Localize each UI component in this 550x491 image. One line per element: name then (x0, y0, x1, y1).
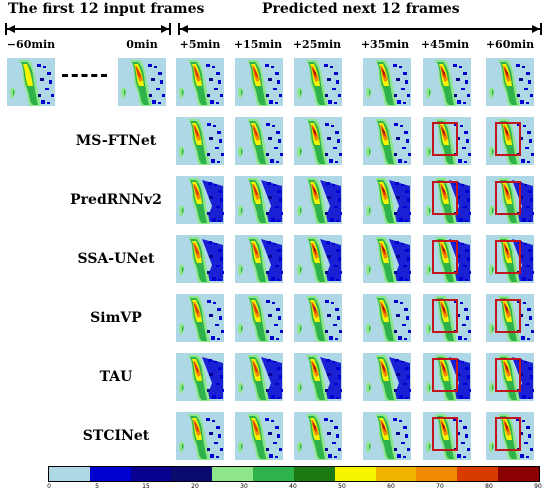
frame-ssa-unet-3 (363, 235, 411, 283)
frame-tau-5 (486, 353, 534, 401)
frame-tau-4 (423, 353, 471, 401)
colorbar-tick-label: 5 (95, 483, 99, 490)
colorbar-segment-10 (457, 467, 499, 481)
frame-ssa-unet-0 (176, 235, 224, 283)
colorbar-tick-label: 15 (142, 483, 150, 490)
frame-stcinet-3 (363, 412, 411, 460)
frame-ms-ftnet-5 (486, 117, 534, 165)
colorbar-segment-0 (49, 467, 90, 481)
colorbar-segment-7 (334, 467, 376, 481)
colorbar-tick-label: 0 (47, 483, 51, 490)
frame-ms-ftnet-0 (176, 117, 224, 165)
time-label-pred-5: +60min (485, 38, 535, 51)
model-label-ssa-unet: SSA-UNet (77, 251, 155, 267)
frame-simvp-3 (363, 294, 411, 342)
frame-stcinet-2 (294, 412, 342, 460)
frame-predrnnv2-1 (235, 176, 283, 224)
colorbar-segment-6 (293, 467, 335, 481)
model-label-stcinet: STCINet (82, 428, 150, 444)
frame-simvp-4 (423, 294, 471, 342)
frame-ms-ftnet-4 (423, 117, 471, 165)
frame-ms-ftnet-2 (294, 117, 342, 165)
time-label-pred-4: +45min (420, 38, 470, 51)
colorbar-tick-label: 70 (436, 483, 444, 490)
colorbar-segment-4 (212, 467, 254, 481)
ellipsis-dashes (62, 74, 107, 77)
colorbar-segment-11 (498, 467, 539, 481)
frame-tau-1 (235, 353, 283, 401)
frame-ssa-unet-1 (235, 235, 283, 283)
frame-predrnnv2-4 (423, 176, 471, 224)
frame-stcinet-1 (235, 412, 283, 460)
frame-simvp-1 (235, 294, 283, 342)
frame-simvp-5 (486, 294, 534, 342)
frame-predrnnv2-5 (486, 176, 534, 224)
input-frame-1 (118, 58, 166, 106)
colorbar-tick-label: 30 (240, 483, 248, 490)
colorbar-tick-label: 60 (387, 483, 395, 490)
frame-stcinet-4 (423, 412, 471, 460)
colorbar-tick-label: 80 (485, 483, 493, 490)
model-label-predrnnv2: PredRNNv2 (70, 192, 162, 208)
frame-ground-truth-0 (176, 58, 224, 106)
frame-ssa-unet-5 (486, 235, 534, 283)
model-label-ms-ftnet: MS-FTNet (75, 133, 157, 149)
colorbar-segment-9 (416, 467, 458, 481)
colorbar-segment-3 (171, 467, 213, 481)
frame-ssa-unet-2 (294, 235, 342, 283)
frame-tau-0 (176, 353, 224, 401)
colorbar-segment-2 (130, 467, 172, 481)
frame-tau-2 (294, 353, 342, 401)
model-label-simvp: SimVP (90, 310, 142, 326)
frame-stcinet-0 (176, 412, 224, 460)
frame-ground-truth-3 (363, 58, 411, 106)
frame-predrnnv2-2 (294, 176, 342, 224)
colorbar-tick-label: 40 (289, 483, 297, 490)
frame-tau-3 (363, 353, 411, 401)
frame-predrnnv2-3 (363, 176, 411, 224)
frame-ssa-unet-4 (423, 235, 471, 283)
frame-ground-truth-5 (486, 58, 534, 106)
time-label-pred-3: +35min (360, 38, 410, 51)
colorbar-segment-1 (89, 467, 131, 481)
colorbar-segment-5 (253, 467, 294, 481)
colorbar (48, 466, 540, 482)
predicted-frames-title: Predicted next 12 frames (262, 1, 460, 17)
colorbar-segment-8 (375, 467, 417, 481)
frame-ground-truth-4 (423, 58, 471, 106)
time-label-pred-2: +25min (292, 38, 342, 51)
frame-predrnnv2-0 (176, 176, 224, 224)
frame-ground-truth-2 (294, 58, 342, 106)
time-label-input-1: 0min (126, 38, 158, 51)
frame-simvp-2 (294, 294, 342, 342)
predicted-frames-bracket (178, 23, 542, 35)
time-label-input-0: −60min (6, 38, 56, 51)
frame-ms-ftnet-1 (235, 117, 283, 165)
frame-ground-truth-1 (235, 58, 283, 106)
input-frames-bracket (5, 23, 171, 35)
frame-stcinet-5 (486, 412, 534, 460)
colorbar-tick-label: 90 (534, 483, 542, 490)
colorbar-tick-label: 50 (338, 483, 346, 490)
time-label-pred-1: +15min (233, 38, 283, 51)
frame-simvp-0 (176, 294, 224, 342)
frame-ms-ftnet-3 (363, 117, 411, 165)
input-frames-title: The first 12 input frames (8, 1, 205, 17)
time-label-pred-0: +5min (179, 38, 221, 51)
model-label-tau: TAU (99, 369, 133, 385)
colorbar-tick-label: 20 (191, 483, 199, 490)
input-frame-0 (7, 58, 55, 106)
